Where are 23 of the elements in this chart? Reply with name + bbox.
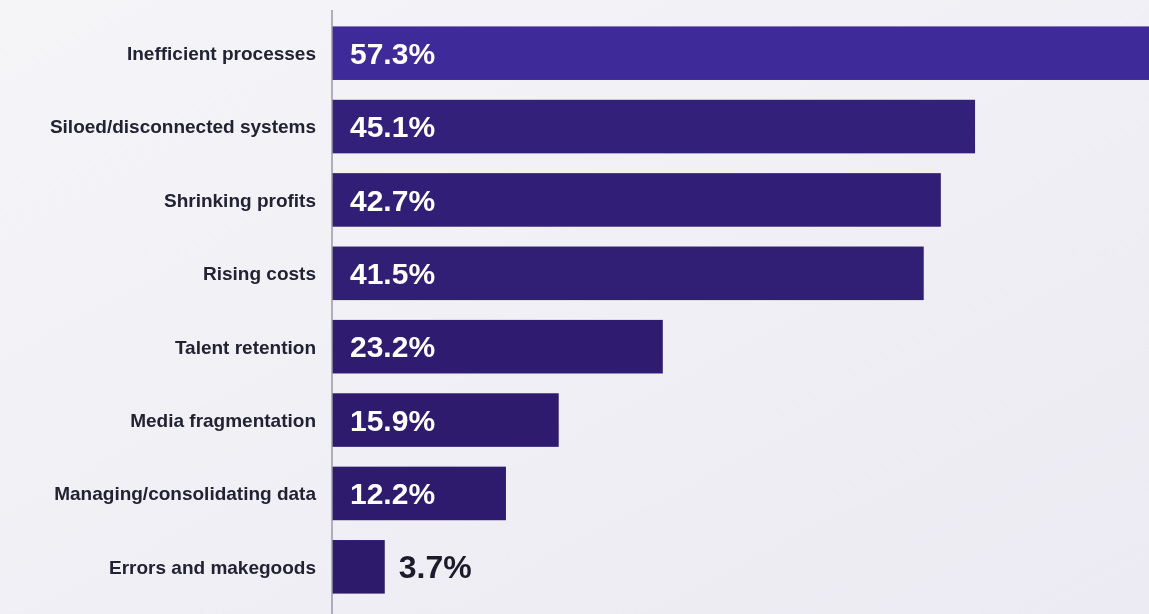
y-tick-label: Talent retention — [174, 336, 316, 358]
data-label: 57.3% — [350, 36, 436, 70]
y-tick-label: Rising costs — [203, 263, 316, 285]
bar — [332, 246, 924, 301]
y-tick-label: Inefficient processes — [126, 43, 316, 65]
data-label: 42.7% — [350, 183, 436, 217]
y-tick-label: Shrinking profits — [164, 189, 316, 211]
data-label: 12.2% — [350, 477, 436, 511]
y-tick-label: Errors and makegoods — [109, 556, 316, 578]
data-label: 3.7% — [398, 549, 472, 586]
bar — [332, 393, 559, 447]
y-tick-label: Media fragmentation — [130, 409, 316, 431]
bar — [332, 173, 941, 227]
bar — [332, 26, 1149, 80]
data-label: 15.9% — [350, 403, 436, 437]
bar — [332, 540, 385, 594]
y-tick-label: Siloed/disconnected systems — [49, 116, 316, 138]
bar — [332, 99, 976, 154]
data-label: 45.1% — [350, 110, 436, 144]
data-label: 23.2% — [350, 330, 436, 364]
bar — [332, 319, 663, 374]
data-label: 41.5% — [350, 257, 436, 291]
y-tick-label: Managing/consolidating data — [54, 483, 317, 505]
